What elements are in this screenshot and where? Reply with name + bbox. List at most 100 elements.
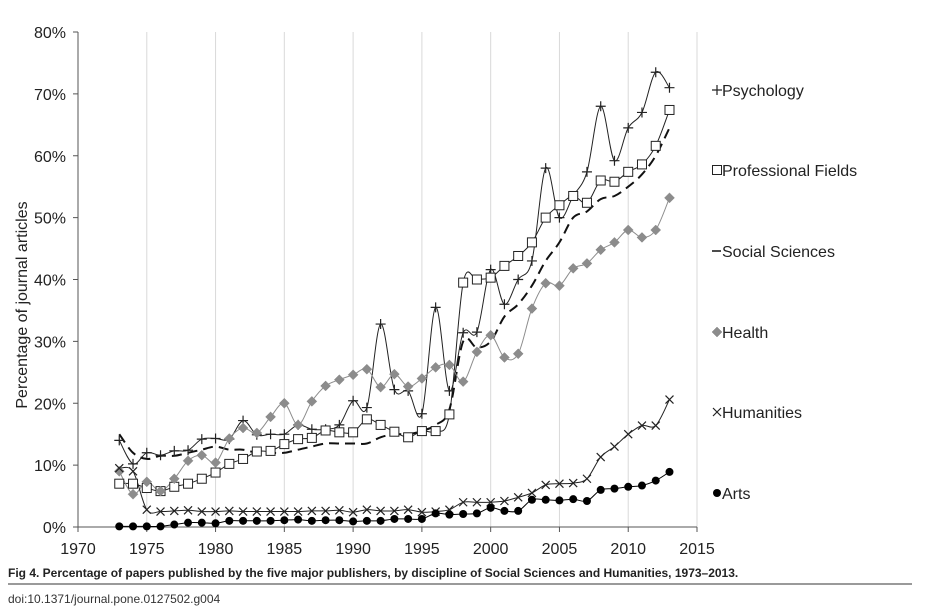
- data-point-arts: [280, 516, 289, 525]
- data-point-health: [622, 224, 634, 236]
- x-tick-label: 1980: [198, 541, 234, 558]
- y-tick-label: 0%: [43, 520, 66, 537]
- data-point-professional-fields: [293, 434, 304, 445]
- data-point-arts: [197, 518, 206, 527]
- data-point-humanities: [156, 507, 165, 516]
- data-point-professional-fields: [458, 277, 469, 288]
- data-point-health: [168, 473, 180, 485]
- data-point-professional-fields: [279, 439, 290, 450]
- caption-divider: [8, 583, 912, 585]
- data-point-arts: [569, 495, 578, 504]
- data-point-health: [320, 380, 331, 392]
- data-point-professional-fields: [183, 478, 194, 489]
- data-point-psychology: [141, 447, 152, 458]
- data-point-humanities: [513, 492, 523, 502]
- data-point-arts: [596, 485, 605, 494]
- data-point-health: [485, 329, 497, 341]
- data-point-humanities: [596, 452, 606, 462]
- data-point-humanities: [211, 507, 220, 516]
- data-point-health: [650, 224, 662, 236]
- data-point-health: [609, 237, 620, 248]
- data-point-humanities: [334, 505, 344, 515]
- data-point-humanities: [128, 466, 138, 476]
- data-point-professional-fields: [403, 432, 414, 443]
- x-tick-label: 1990: [335, 541, 371, 558]
- data-point-arts: [184, 518, 193, 527]
- data-point-arts: [582, 497, 591, 506]
- data-point-arts: [486, 503, 495, 512]
- data-point-psychology: [499, 299, 510, 310]
- data-point-humanities: [197, 507, 207, 516]
- data-point-psychology: [348, 395, 359, 406]
- data-point-health: [430, 362, 441, 373]
- data-point-arts: [445, 510, 454, 519]
- data-point-health: [155, 485, 166, 497]
- data-point-psychology: [540, 163, 551, 174]
- data-point-psychology: [196, 434, 207, 445]
- data-point-psychology: [361, 402, 372, 413]
- data-point-arts: [362, 516, 371, 525]
- legend-marker-arts: [713, 489, 721, 497]
- data-point-professional-fields: [623, 166, 634, 177]
- figure-caption: Fig 4. Percentage of papers published by…: [8, 566, 739, 580]
- data-point-psychology: [375, 319, 386, 330]
- data-point-health: [347, 369, 359, 381]
- data-point-arts: [651, 476, 660, 485]
- x-tick-label: 2015: [679, 541, 715, 558]
- data-point-health: [127, 488, 139, 500]
- data-point-psychology: [623, 122, 634, 133]
- data-point-professional-fields: [375, 419, 386, 430]
- data-point-humanities: [472, 497, 482, 507]
- data-point-arts: [459, 510, 468, 519]
- data-point-professional-fields: [581, 197, 592, 208]
- y-tick-label: 60%: [34, 149, 66, 166]
- data-point-health: [223, 433, 235, 444]
- data-point-psychology: [636, 107, 647, 118]
- legend-label-social-sciences: Social Sciences: [722, 244, 835, 261]
- y-tick-label: 50%: [34, 211, 66, 228]
- data-point-health: [499, 352, 510, 363]
- legend-marker-health: [711, 326, 723, 338]
- data-point-health: [540, 277, 552, 289]
- data-point-psychology: [595, 101, 606, 112]
- data-point-health: [182, 455, 194, 467]
- data-point-professional-fields: [238, 453, 249, 464]
- data-point-professional-fields: [224, 458, 235, 469]
- data-point-humanities: [224, 506, 234, 516]
- data-point-arts: [665, 467, 674, 476]
- legend-marker-psychology: [712, 85, 722, 95]
- data-point-arts: [637, 481, 646, 490]
- data-point-health: [361, 363, 373, 375]
- data-point-professional-fields: [320, 425, 331, 436]
- data-point-psychology: [526, 255, 537, 266]
- data-point-psychology: [664, 82, 675, 93]
- data-point-professional-fields: [389, 426, 400, 437]
- data-point-humanities: [610, 442, 619, 451]
- x-tick-label: 1985: [267, 541, 303, 558]
- data-point-professional-fields: [595, 175, 606, 186]
- data-point-health: [292, 419, 304, 431]
- data-point-health: [636, 232, 648, 243]
- data-point-professional-fields: [430, 426, 441, 437]
- data-point-health: [113, 465, 125, 477]
- data-point-arts: [555, 496, 564, 505]
- data-point-health: [389, 368, 400, 380]
- data-point-arts: [294, 515, 303, 524]
- data-point-health: [567, 263, 579, 274]
- doi-text: doi:10.1371/journal.pone.0127502.g004: [8, 592, 221, 606]
- data-point-psychology: [183, 445, 194, 456]
- data-point-health: [251, 427, 263, 439]
- data-point-humanities: [568, 478, 578, 488]
- data-point-professional-fields: [513, 250, 524, 261]
- legend-label-professional-fields: Professional Fields: [722, 163, 857, 180]
- legend-marker-humanities: [712, 407, 722, 417]
- data-point-health: [512, 348, 524, 360]
- y-tick-label: 40%: [34, 273, 66, 290]
- data-point-humanities: [389, 506, 399, 516]
- data-point-humanities: [623, 429, 633, 439]
- data-point-arts: [349, 517, 358, 526]
- data-point-professional-fields: [636, 159, 647, 170]
- data-point-health: [334, 374, 345, 386]
- data-point-humanities: [183, 505, 193, 515]
- data-point-professional-fields: [196, 473, 207, 484]
